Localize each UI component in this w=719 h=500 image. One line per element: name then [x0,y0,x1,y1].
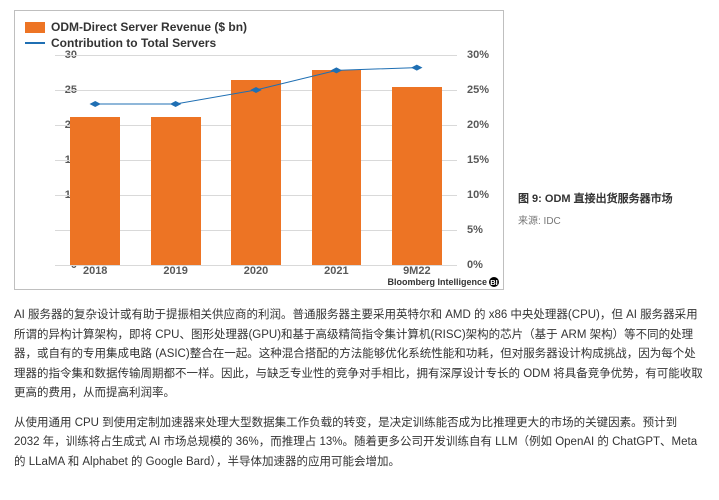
legend-bar-label: ODM-Direct Server Revenue ($ bn) [51,19,247,35]
figure-caption: 图 9: ODM 直接出货服务器市场 来源: IDC [518,10,705,227]
x-label: 2021 [296,265,376,283]
y-right-tick: 5% [467,224,493,236]
legend-swatch-bar [25,22,45,33]
chart-panel: ODM-Direct Server Revenue ($ bn) Contrib… [14,10,504,290]
chart-legend: ODM-Direct Server Revenue ($ bn) Contrib… [25,19,493,51]
paragraph: AI 服务器的复杂设计或有助于提振相关供应商的利润。普通服务器主要采用英特尔和 … [14,306,705,404]
legend-swatch-line [25,42,45,44]
y-axis-left: 051015202530 [25,55,55,265]
x-label: 2020 [216,265,296,283]
y-axis-right: 0%5%10%15%20%25%30% [463,55,493,265]
y-right-tick: 0% [467,259,493,271]
caption-title: 图 9: ODM 直接出货服务器市场 [518,190,705,206]
plot-area: 051015202530 0%5%10%15%20%25%30% 2018201… [25,55,493,283]
line-marker [90,101,101,107]
line-marker [411,65,422,71]
line-marker [170,101,181,107]
chart-attribution: Bloomberg Intelligence BI [387,277,499,287]
line-overlay [55,55,457,265]
paragraph: 从使用通用 CPU 到使用定制加速器来处理大型数据集工作负载的转变，是决定训练能… [14,414,705,473]
x-label: 2019 [135,265,215,283]
body-text: AI 服务器的复杂设计或有助于提振相关供应商的利润。普通服务器主要采用英特尔和 … [14,306,705,472]
y-right-tick: 15% [467,154,493,166]
trend-line [95,68,417,104]
y-right-tick: 10% [467,189,493,201]
line-marker [250,87,261,93]
attribution-badge-icon: BI [489,277,499,287]
y-right-tick: 20% [467,119,493,131]
x-label: 2018 [55,265,135,283]
y-right-tick: 25% [467,84,493,96]
line-marker [331,67,342,73]
y-right-tick: 30% [467,49,493,61]
attribution-text: Bloomberg Intelligence [387,277,487,287]
caption-source: 来源: IDC [518,212,705,227]
